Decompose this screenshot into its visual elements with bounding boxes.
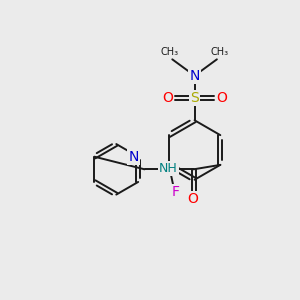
Text: S: S [190,91,199,105]
Text: O: O [162,91,173,105]
Text: O: O [188,192,198,206]
Text: O: O [216,91,227,105]
Text: F: F [172,185,180,199]
Text: N: N [128,150,139,164]
Text: N: N [189,69,200,83]
Text: CH₃: CH₃ [160,47,178,57]
Text: NH: NH [159,162,178,175]
Text: CH₃: CH₃ [211,47,229,57]
